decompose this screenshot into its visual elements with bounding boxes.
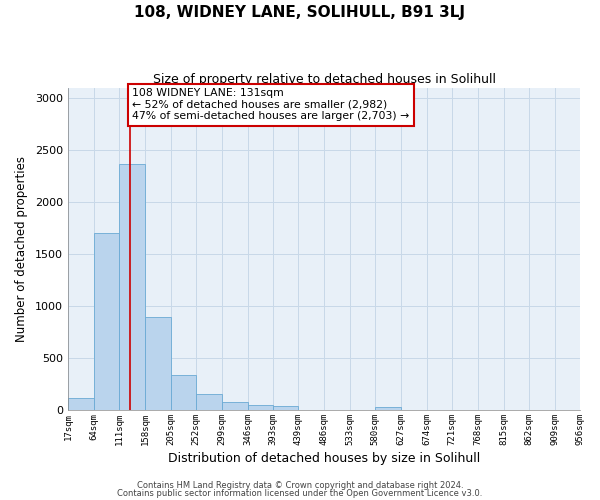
Bar — [222, 402, 248, 410]
X-axis label: Distribution of detached houses by size in Solihull: Distribution of detached houses by size … — [168, 452, 481, 465]
Text: 108 WIDNEY LANE: 131sqm
← 52% of detached houses are smaller (2,982)
47% of semi: 108 WIDNEY LANE: 131sqm ← 52% of detache… — [132, 88, 409, 122]
Bar — [94, 234, 119, 410]
Text: 108, WIDNEY LANE, SOLIHULL, B91 3LJ: 108, WIDNEY LANE, SOLIHULL, B91 3LJ — [134, 5, 466, 20]
Bar — [68, 398, 94, 410]
Bar — [170, 374, 196, 410]
Text: Contains public sector information licensed under the Open Government Licence v3: Contains public sector information licen… — [118, 488, 482, 498]
Bar — [119, 164, 145, 410]
Bar — [375, 408, 401, 410]
Text: Contains HM Land Registry data © Crown copyright and database right 2024.: Contains HM Land Registry data © Crown c… — [137, 481, 463, 490]
Bar — [248, 406, 273, 410]
Title: Size of property relative to detached houses in Solihull: Size of property relative to detached ho… — [153, 72, 496, 86]
Bar — [196, 394, 222, 410]
Y-axis label: Number of detached properties: Number of detached properties — [15, 156, 28, 342]
Bar — [145, 316, 170, 410]
Bar — [273, 406, 298, 410]
